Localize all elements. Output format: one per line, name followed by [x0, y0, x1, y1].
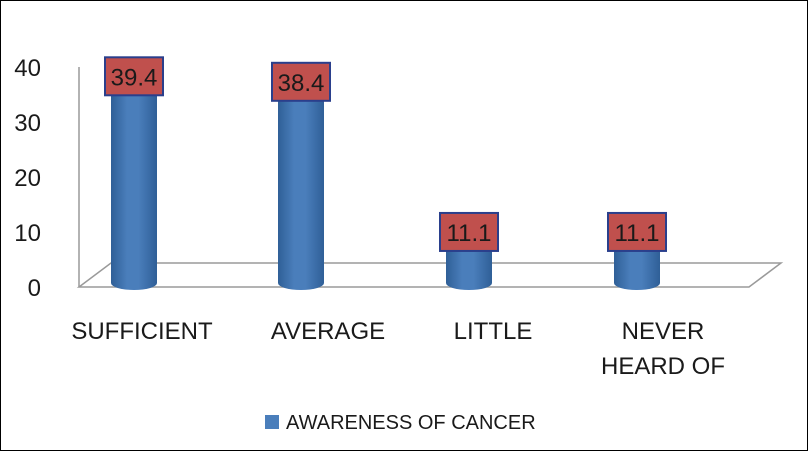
- y-tick-label: 20: [14, 165, 41, 192]
- x-category-label: HEARD OF: [601, 353, 725, 380]
- y-tick-label: 0: [28, 275, 41, 302]
- legend-label: AWARENESS OF CANCER: [286, 412, 536, 434]
- bar-sufficient: [111, 78, 157, 290]
- bar-average: [278, 83, 324, 290]
- x-category-label: NEVER: [622, 318, 705, 345]
- data-label: 11.1: [447, 220, 492, 247]
- data-label-box: [439, 211, 499, 252]
- legend-swatch: [265, 415, 279, 429]
- y-tick-label: 40: [14, 55, 41, 82]
- x-category-label: SUFFICIENT: [71, 318, 213, 345]
- x-category-label: LITTLE: [454, 318, 533, 345]
- y-tick-label: 10: [14, 220, 41, 247]
- data-label: 38.4: [278, 70, 325, 97]
- data-label-box: [271, 61, 331, 102]
- data-label: 39.4: [111, 64, 158, 91]
- chart-floor: [76, 262, 784, 288]
- data-label-box: [607, 211, 667, 252]
- data-label-box: [104, 56, 164, 97]
- y-tick-label: 30: [14, 110, 41, 137]
- data-label: 11.1: [615, 220, 660, 247]
- x-category-label: AVERAGE: [271, 318, 385, 345]
